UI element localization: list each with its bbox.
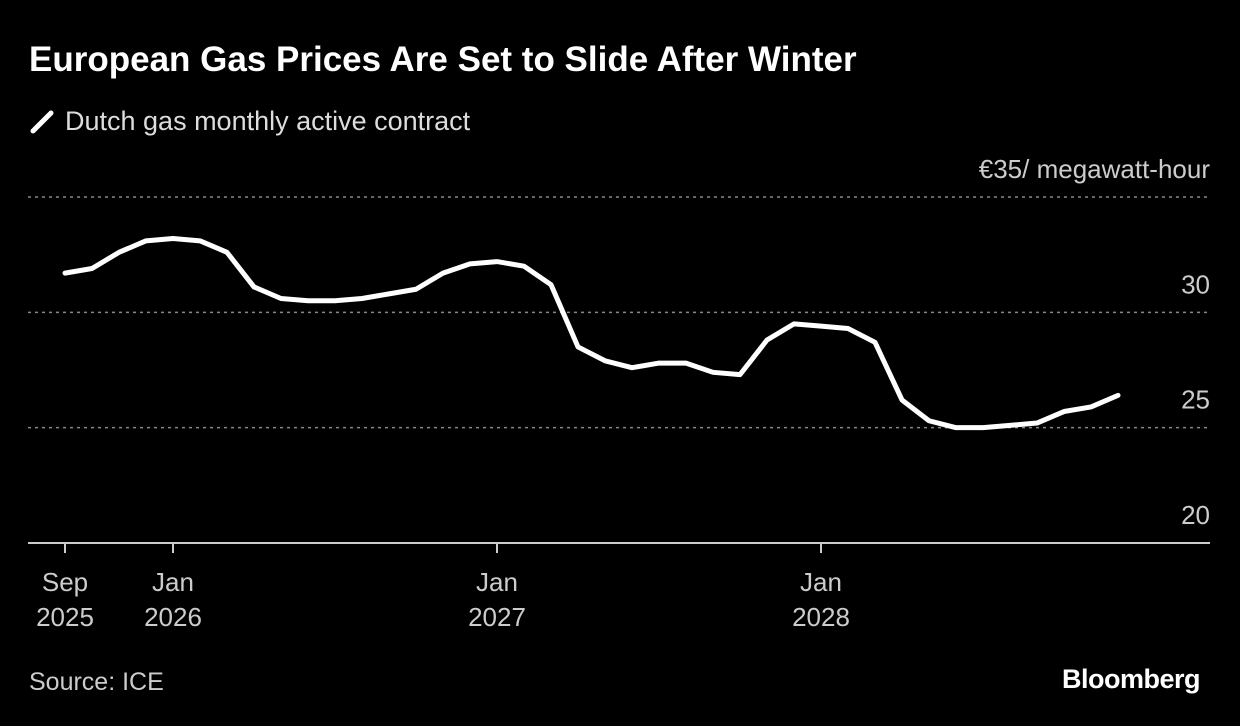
legend: Dutch gas monthly active contract: [29, 106, 470, 137]
x-tick-label: Jan 2028: [792, 567, 850, 632]
brand-logo: Bloomberg: [1061, 664, 1201, 694]
y-tick-label: 25: [1181, 385, 1210, 415]
legend-swatch: [30, 110, 54, 133]
y-tick-label: €35/ megawatt-hour: [979, 154, 1211, 184]
x-tick-label: Sep 2025: [36, 567, 94, 632]
y-tick-label: 30: [1181, 269, 1210, 299]
x-tick-label: Jan 2026: [144, 567, 202, 632]
data-line: [62, 236, 1121, 431]
legend-label: Dutch gas monthly active contract: [65, 106, 471, 136]
x-tick-label: Jan 2027: [468, 567, 526, 632]
y-tick-label: 20: [1181, 500, 1210, 530]
source: Source: ICE: [29, 668, 164, 696]
chart-title: European Gas Prices Are Set to Slide Aft…: [29, 40, 857, 79]
